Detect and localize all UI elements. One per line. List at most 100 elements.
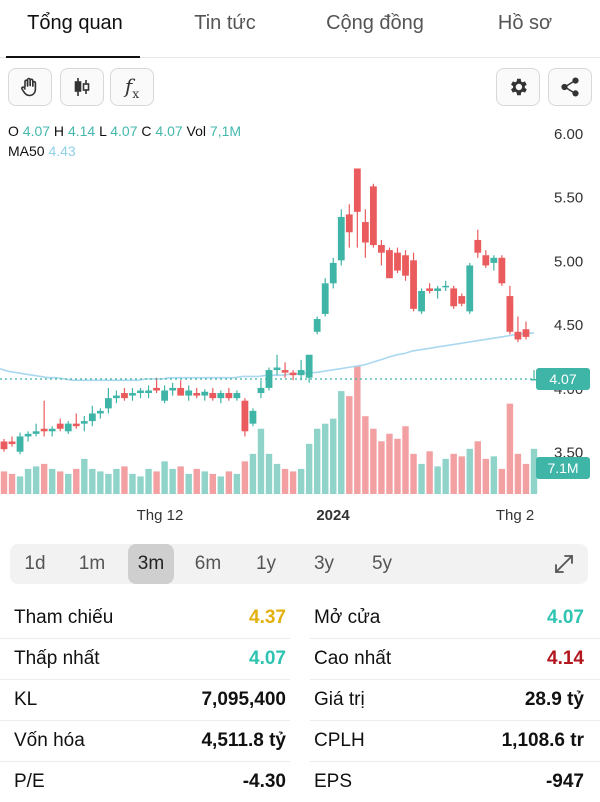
- volume-bar: [273, 463, 281, 494]
- volume-bar: [482, 458, 490, 494]
- volume-bar: [97, 471, 104, 494]
- volume-bar: [201, 471, 208, 494]
- candle-body: [386, 250, 393, 279]
- share-icon: [561, 77, 579, 97]
- candle-body: [482, 255, 490, 266]
- candle-body: [353, 168, 361, 212]
- candle-body: [450, 288, 458, 307]
- volume-bar: [370, 428, 377, 494]
- last-volume-tag: [536, 457, 590, 479]
- candle-body: [104, 398, 112, 409]
- share-button[interactable]: [548, 68, 592, 106]
- stat-value: -947: [545, 771, 584, 792]
- stat-label: CPLH: [314, 730, 365, 751]
- stat-label: P/E: [14, 771, 45, 792]
- candle-body: [0, 441, 8, 450]
- volume-bar: [177, 466, 184, 494]
- candle-body: [410, 260, 417, 309]
- range-3m[interactable]: 3m: [128, 544, 174, 584]
- candle-body: [418, 290, 425, 312]
- candle-body: [145, 390, 152, 394]
- volume-bar: [105, 473, 112, 494]
- ohlc-high-label: H: [53, 123, 65, 139]
- last-price-tag: [536, 368, 590, 390]
- range-6m[interactable]: 6m: [194, 553, 222, 574]
- volume-bar: [48, 468, 56, 494]
- tab-profile[interactable]: Hồ sơ: [497, 12, 553, 34]
- y-tick-label: 4.50: [554, 317, 583, 334]
- candle-body: [193, 393, 201, 396]
- candle-body: [24, 433, 32, 437]
- volume-bar: [330, 418, 337, 494]
- volume-bar: [514, 453, 522, 494]
- volume-bar: [458, 456, 465, 494]
- candle-body: [466, 265, 474, 312]
- tab-community[interactable]: Cộng đồng: [326, 12, 424, 34]
- y-tick-label: 6.00: [554, 126, 583, 143]
- candle-body: [337, 216, 345, 261]
- range-1m[interactable]: 1m: [78, 553, 106, 574]
- volume-bar: [81, 458, 88, 494]
- volume-bar: [402, 426, 409, 494]
- stat-value: 1,108.6 tr: [501, 730, 584, 751]
- candle-body: [56, 423, 64, 429]
- volume-bar: [137, 476, 144, 494]
- candle-body: [474, 239, 482, 253]
- hand-tool-button[interactable]: [8, 68, 52, 106]
- volume-bar: [217, 476, 225, 494]
- candle-body: [345, 214, 353, 233]
- indicator-button[interactable]: fx: [110, 68, 154, 106]
- volume-bar: [129, 473, 136, 494]
- candle-body: [369, 186, 377, 246]
- volume-bar: [418, 463, 425, 494]
- volume-bar: [89, 468, 96, 494]
- volume-bar: [490, 456, 498, 494]
- volume-bar: [354, 366, 361, 494]
- candle-body: [209, 393, 217, 399]
- candle-body: [305, 354, 313, 378]
- range-5y[interactable]: 5y: [371, 553, 393, 574]
- volume-bar: [322, 423, 329, 494]
- stats-row: Tham chiếu 4.37 Mở cửa 4.07: [0, 598, 600, 639]
- ohlc-vol-value: 7,1M: [209, 123, 242, 139]
- ma50-label: MA50: [8, 143, 45, 159]
- stat-label: Tham chiếu: [14, 607, 114, 628]
- stat-value: 4,511.8 tỷ: [201, 730, 286, 751]
- stats-row: Vốn hóa 4,511.8 tỷ CPLH 1,108.6 tr: [0, 721, 600, 762]
- candle-body: [289, 372, 297, 376]
- stats-row: KL 7,095,400 Giá trị 28.9 tỷ: [0, 680, 600, 721]
- range-1d[interactable]: 1d: [24, 553, 46, 574]
- candle-body: [225, 393, 233, 399]
- stat-value: 4.37: [249, 607, 286, 628]
- volume-bar: [313, 428, 321, 494]
- volume-bar: [474, 441, 481, 494]
- function-icon: fx: [124, 73, 140, 101]
- expand-icon[interactable]: [552, 552, 576, 576]
- candle-body: [16, 436, 24, 452]
- volume-bar: [305, 443, 313, 494]
- volume-bar: [530, 448, 538, 494]
- volume-bar: [40, 463, 48, 494]
- gear-icon: [511, 78, 527, 96]
- candle-body: [88, 413, 96, 422]
- candle-body: [297, 370, 305, 376]
- candle-body: [442, 285, 450, 288]
- candle-body: [40, 428, 48, 432]
- stat-label: Vốn hóa: [14, 730, 85, 751]
- tab-overview[interactable]: Tổng quan: [0, 0, 150, 58]
- y-tick-label: 5.00: [554, 253, 583, 270]
- stats-row: Thấp nhất 4.07 Cao nhất 4.14: [0, 639, 600, 680]
- volume-bar: [0, 471, 8, 494]
- ohlc-vol-label: Vol: [186, 123, 207, 139]
- candle-body: [113, 395, 120, 399]
- candlestick-type-button[interactable]: [60, 68, 104, 106]
- candle-body: [329, 262, 337, 284]
- tab-news[interactable]: Tin tức: [194, 12, 256, 34]
- candle-body: [217, 393, 225, 399]
- settings-button[interactable]: [496, 68, 540, 106]
- range-1y[interactable]: 1y: [255, 553, 277, 574]
- range-3y[interactable]: 3y: [313, 553, 335, 574]
- ohlc-low-value: 4.07: [110, 123, 138, 139]
- candle-body: [8, 441, 16, 445]
